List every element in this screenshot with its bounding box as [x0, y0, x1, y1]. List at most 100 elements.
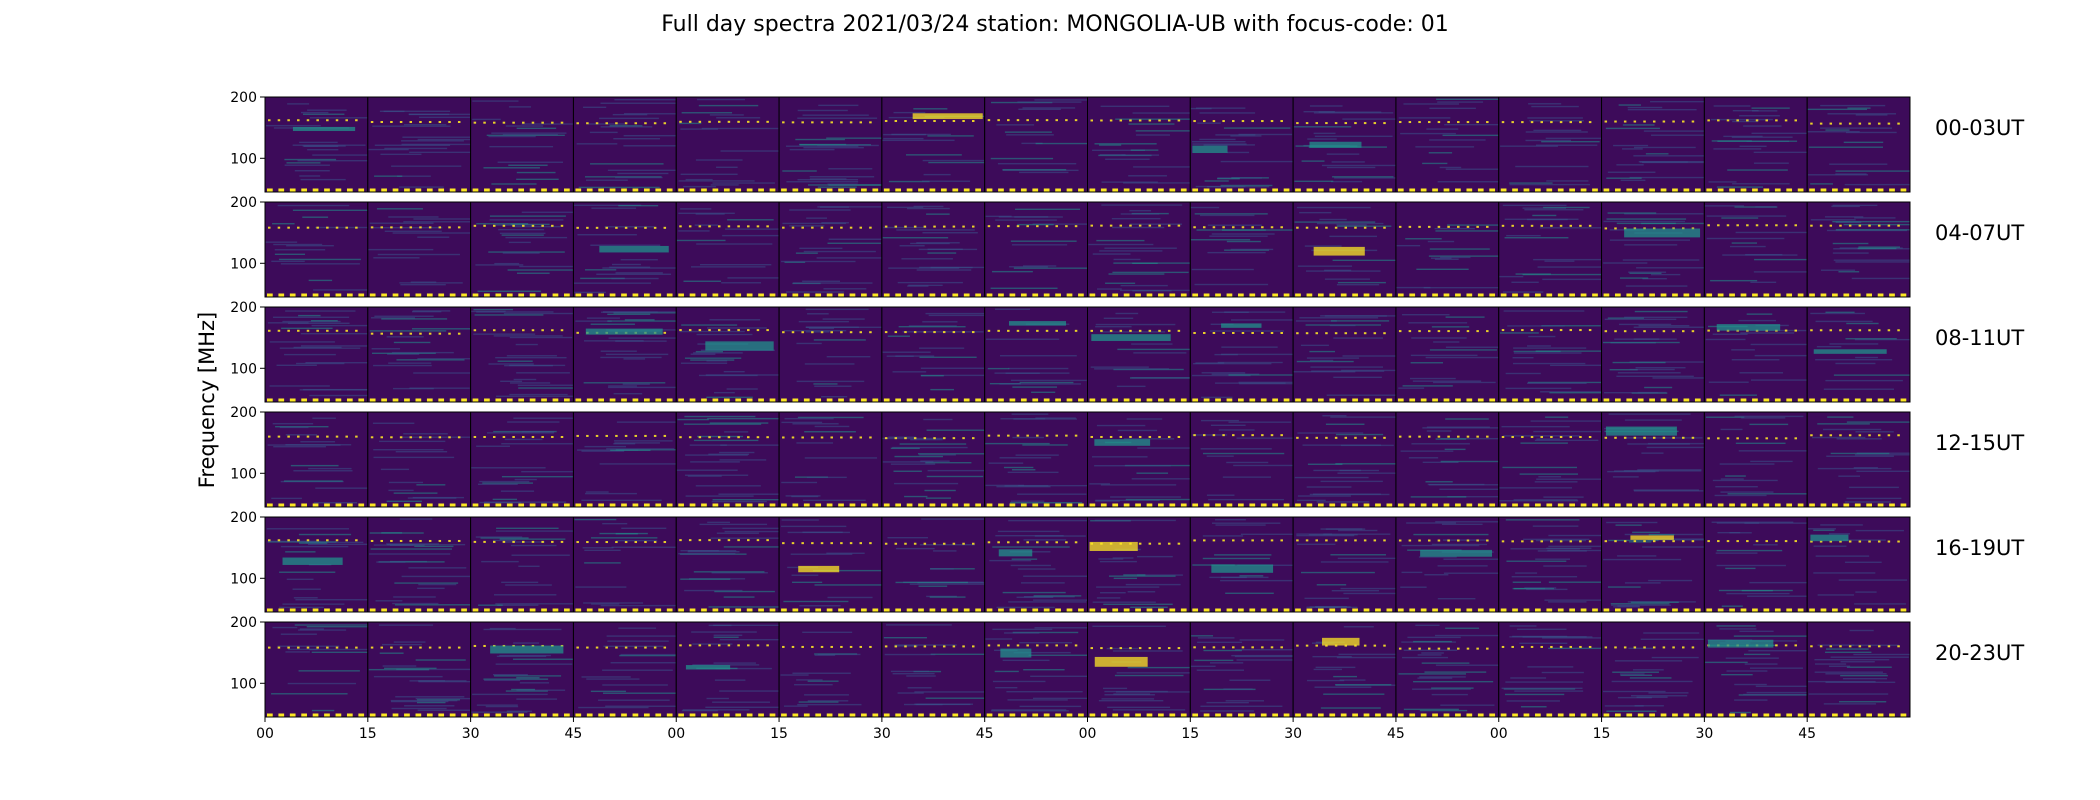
noise-streak: [1306, 270, 1381, 272]
noise-streak: [606, 635, 677, 637]
emission-dot: [370, 226, 374, 229]
noise-streak: [1527, 666, 1574, 668]
noise-streak: [693, 439, 759, 442]
emission-dot: [1887, 122, 1891, 125]
emission-dot: [1090, 435, 1093, 438]
emission-dot: [1373, 539, 1377, 542]
noise-streak: [1330, 180, 1363, 183]
noise-streak: [920, 375, 944, 377]
baseline-marker: [1763, 293, 1770, 297]
emission-dot: [933, 645, 936, 648]
noise-streak: [417, 709, 471, 711]
emission-dot: [428, 332, 432, 335]
noise-streak: [1091, 456, 1148, 458]
noise-streak: [1602, 341, 1680, 344]
noise-streak: [1829, 343, 1879, 345]
noise-streak: [922, 232, 978, 234]
baseline-marker: [1009, 503, 1016, 507]
noise-streak: [1301, 160, 1325, 162]
noise-streak: [1440, 460, 1499, 463]
emission-dot: [1363, 436, 1367, 439]
emission-dot: [316, 226, 319, 229]
noise-streak: [1336, 224, 1367, 226]
emission-dot: [1363, 122, 1367, 125]
baseline-marker: [438, 293, 445, 297]
noise-streak: [1844, 183, 1910, 186]
baseline-marker: [666, 293, 673, 297]
emission-dot: [624, 226, 628, 229]
noise-streak: [725, 228, 780, 230]
baseline-marker: [438, 398, 445, 402]
noise-streak: [376, 561, 406, 563]
emission-dot: [335, 435, 339, 438]
noise-streak: [1193, 362, 1272, 365]
noise-streak: [1513, 362, 1586, 365]
noise-streak: [919, 356, 977, 358]
noise-streak: [298, 670, 360, 672]
noise-streak: [1617, 372, 1681, 374]
baseline-marker: [621, 713, 627, 717]
noise-streak: [1611, 680, 1693, 683]
noise-streak: [284, 353, 336, 356]
noise-streak: [497, 161, 564, 163]
emission-dot: [1280, 646, 1283, 649]
noise-streak: [282, 603, 345, 605]
y-tick-label: 100: [230, 571, 257, 587]
baseline-marker: [1614, 608, 1621, 612]
baseline-marker: [1306, 503, 1313, 507]
noise-streak: [1842, 677, 1888, 680]
baseline-marker: [1340, 188, 1347, 192]
emission-dot: [1775, 119, 1778, 122]
noise-streak: [1509, 183, 1591, 186]
baseline-marker: [426, 188, 433, 192]
noise-streak: [1127, 666, 1191, 669]
noise-streak: [726, 388, 758, 390]
noise-streak: [1300, 571, 1375, 574]
noise-streak: [286, 578, 314, 581]
noise-streak: [724, 530, 780, 533]
baseline-marker: [1329, 503, 1336, 507]
emission-dot: [1045, 541, 1049, 544]
baseline-marker: [1523, 293, 1530, 297]
emission-dot: [997, 329, 1000, 332]
baseline-marker: [529, 713, 536, 717]
noise-streak: [681, 324, 738, 326]
baseline-marker: [1557, 293, 1564, 297]
noise-streak: [713, 634, 743, 636]
emission-dot: [595, 434, 599, 437]
noise-streak: [498, 228, 545, 231]
baseline-marker: [940, 608, 947, 612]
noise-streak: [913, 205, 944, 208]
noise-streak: [1754, 258, 1808, 261]
baseline-marker: [426, 608, 433, 612]
noise-streak: [716, 166, 738, 168]
noise-streak: [388, 481, 424, 484]
noise-streak: [1095, 323, 1176, 326]
noise-streak: [1603, 558, 1682, 561]
baseline-marker: [1443, 608, 1450, 612]
baseline-marker: [1260, 398, 1267, 402]
spectrogram-panel: [1087, 411, 1191, 508]
baseline-marker: [1260, 608, 1267, 612]
baseline-marker: [1180, 398, 1187, 402]
emission-dot: [913, 225, 917, 228]
baseline-marker: [1306, 608, 1313, 612]
noise-streak: [1402, 385, 1453, 387]
noise-streak: [814, 584, 882, 586]
baseline-marker: [1397, 713, 1404, 717]
noise-streak: [518, 565, 540, 567]
baseline-marker: [758, 503, 764, 507]
noise-streak: [1316, 222, 1384, 225]
baseline-marker: [1866, 293, 1873, 297]
baseline-marker: [838, 293, 844, 297]
spectrogram-panel: [984, 96, 1088, 193]
noise-streak: [1239, 639, 1285, 641]
noise-streak: [701, 127, 779, 130]
emission-dot: [502, 435, 506, 438]
noise-streak: [374, 315, 434, 317]
baseline-marker: [1283, 713, 1290, 717]
noise-streak: [1624, 244, 1678, 246]
noise-streak: [1502, 466, 1577, 469]
noise-streak: [611, 263, 641, 266]
noise-streak: [1131, 377, 1191, 379]
